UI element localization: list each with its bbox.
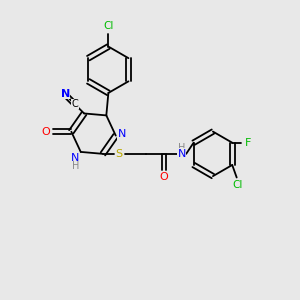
Text: N: N (71, 154, 80, 164)
Text: N: N (118, 129, 126, 139)
Text: S: S (116, 149, 123, 159)
Text: F: F (244, 138, 251, 148)
Text: O: O (160, 172, 168, 182)
Text: N: N (178, 149, 186, 159)
Text: Cl: Cl (232, 180, 243, 190)
Text: N: N (61, 89, 70, 99)
Text: H: H (72, 161, 79, 171)
Text: O: O (41, 127, 50, 137)
Text: H: H (178, 143, 185, 153)
Text: Cl: Cl (103, 21, 114, 32)
Text: C: C (71, 99, 78, 109)
